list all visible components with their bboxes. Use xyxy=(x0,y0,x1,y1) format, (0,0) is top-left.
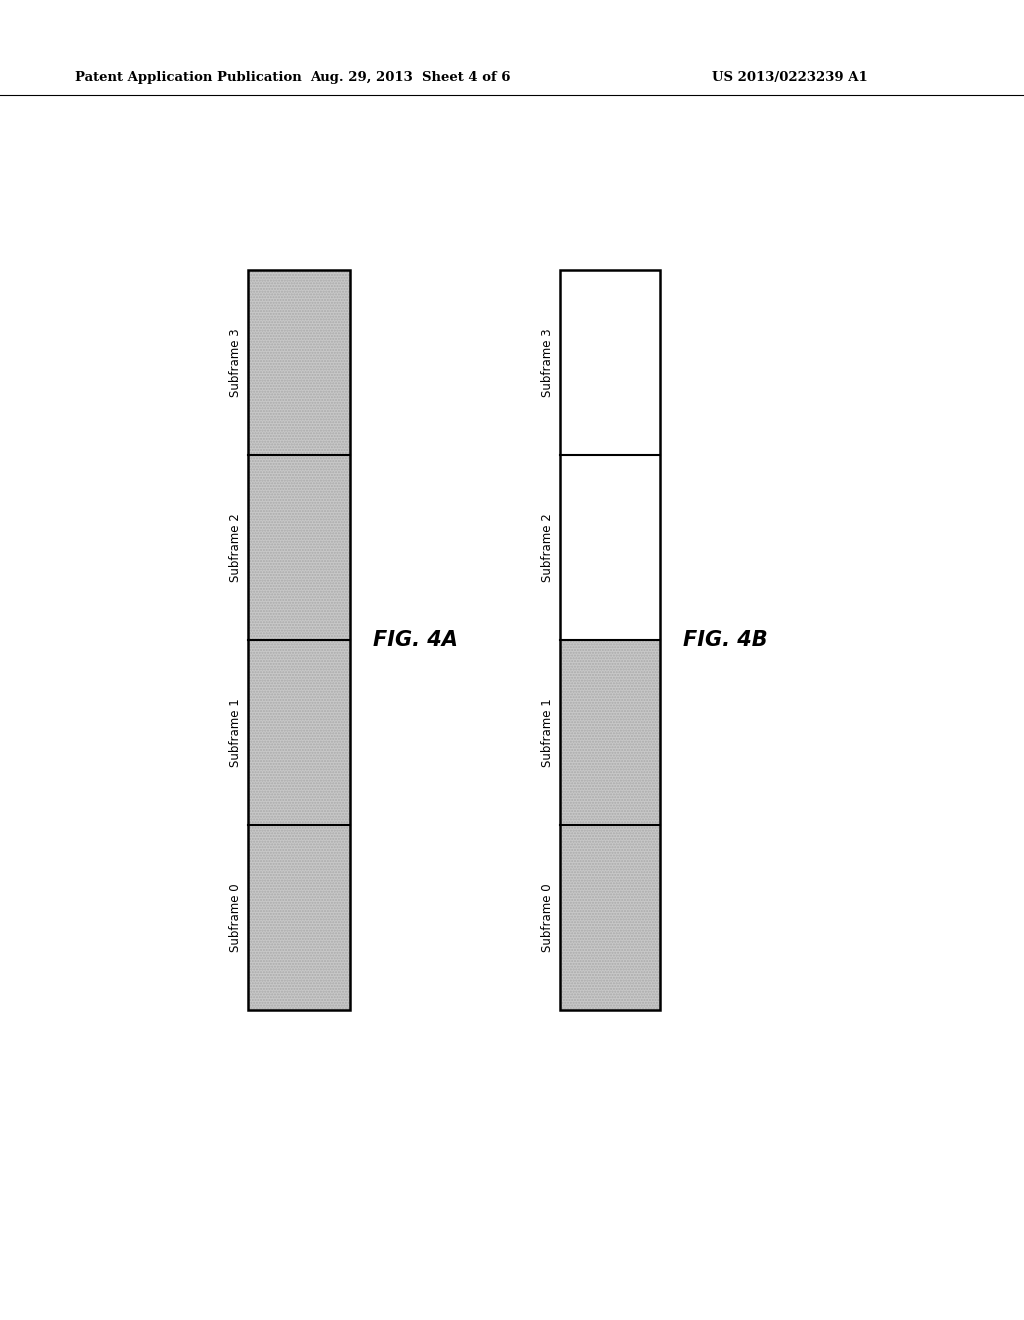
Bar xyxy=(560,455,660,640)
Text: Patent Application Publication: Patent Application Publication xyxy=(75,71,302,84)
Text: Subframe 0: Subframe 0 xyxy=(229,883,242,952)
Bar xyxy=(248,271,350,455)
Text: US 2013/0223239 A1: US 2013/0223239 A1 xyxy=(712,71,868,84)
Text: Subframe 2: Subframe 2 xyxy=(541,513,554,582)
Bar xyxy=(248,271,350,455)
Bar xyxy=(248,640,350,825)
Bar xyxy=(560,825,660,1010)
Text: Subframe 3: Subframe 3 xyxy=(229,329,242,397)
Bar xyxy=(560,271,660,455)
Text: Subframe 2: Subframe 2 xyxy=(229,513,242,582)
Bar xyxy=(560,271,660,1010)
Bar xyxy=(248,455,350,640)
Text: Subframe 0: Subframe 0 xyxy=(541,883,554,952)
Text: Subframe 1: Subframe 1 xyxy=(541,698,554,767)
Bar xyxy=(560,825,660,1010)
Bar xyxy=(248,825,350,1010)
Bar xyxy=(248,455,350,640)
Bar xyxy=(560,640,660,825)
Text: FIG. 4A: FIG. 4A xyxy=(373,630,458,649)
Bar xyxy=(560,640,660,825)
Text: Aug. 29, 2013  Sheet 4 of 6: Aug. 29, 2013 Sheet 4 of 6 xyxy=(309,71,510,84)
Text: Subframe 1: Subframe 1 xyxy=(229,698,242,767)
Text: Subframe 3: Subframe 3 xyxy=(541,329,554,397)
Text: FIG. 4B: FIG. 4B xyxy=(683,630,767,649)
Bar xyxy=(248,640,350,825)
Bar xyxy=(248,825,350,1010)
Bar xyxy=(248,271,350,1010)
